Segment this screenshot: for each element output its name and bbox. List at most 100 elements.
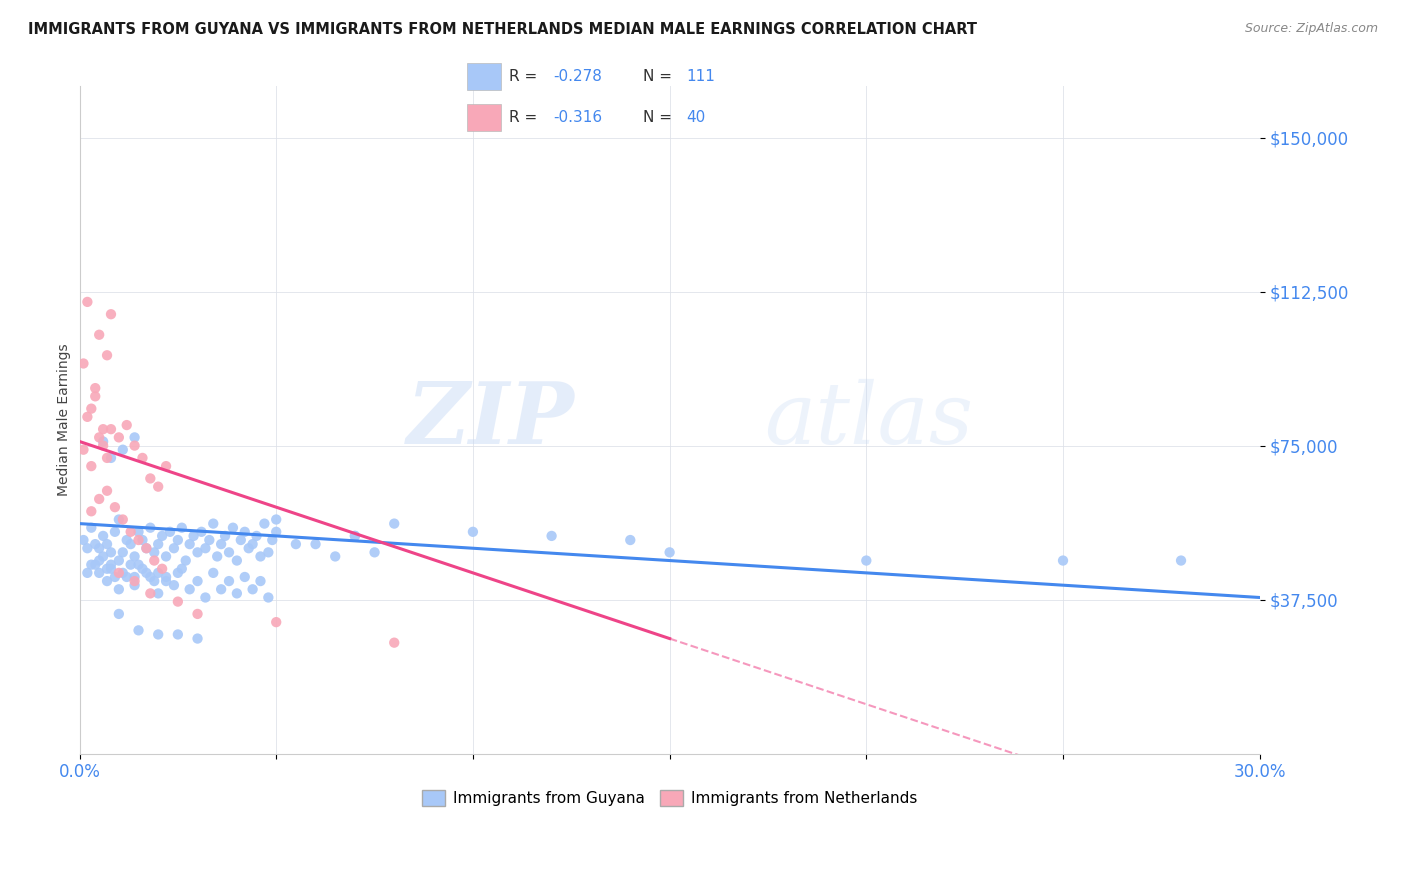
Point bbox=[124, 578, 146, 592]
Point bbox=[76, 566, 98, 580]
Point bbox=[124, 574, 146, 588]
Point bbox=[262, 533, 284, 547]
Point bbox=[167, 627, 190, 641]
Point bbox=[96, 483, 118, 498]
Point bbox=[96, 537, 118, 551]
Point bbox=[167, 533, 190, 547]
Point bbox=[183, 529, 205, 543]
Point bbox=[111, 545, 134, 559]
Point bbox=[76, 294, 98, 309]
Point bbox=[120, 537, 142, 551]
Point bbox=[128, 624, 150, 638]
Point bbox=[155, 574, 177, 588]
Point bbox=[257, 591, 280, 605]
Point bbox=[242, 537, 264, 551]
Point bbox=[89, 541, 111, 556]
Point bbox=[170, 562, 193, 576]
Point bbox=[343, 529, 366, 543]
Point bbox=[209, 537, 232, 551]
Point bbox=[264, 615, 287, 629]
Point bbox=[96, 574, 118, 588]
Point bbox=[91, 549, 114, 564]
Point bbox=[323, 549, 346, 564]
Point bbox=[131, 533, 153, 547]
Point bbox=[76, 541, 98, 556]
Point bbox=[150, 562, 173, 576]
Point bbox=[148, 566, 170, 580]
Point bbox=[148, 627, 170, 641]
Point bbox=[249, 574, 271, 588]
Point bbox=[89, 327, 111, 342]
Point bbox=[855, 553, 877, 567]
Point bbox=[233, 524, 256, 539]
Point bbox=[104, 570, 127, 584]
Point bbox=[174, 553, 197, 567]
Point bbox=[108, 553, 131, 567]
Point bbox=[80, 459, 103, 474]
Point bbox=[225, 586, 247, 600]
Point bbox=[242, 582, 264, 597]
Point bbox=[96, 348, 118, 362]
Point bbox=[120, 558, 142, 572]
Point bbox=[190, 524, 212, 539]
Point bbox=[120, 524, 142, 539]
Point bbox=[304, 537, 326, 551]
Point bbox=[80, 558, 103, 572]
Point bbox=[186, 574, 208, 588]
Point bbox=[80, 401, 103, 416]
Point bbox=[163, 578, 186, 592]
Point bbox=[363, 545, 385, 559]
Point bbox=[108, 512, 131, 526]
Point bbox=[148, 586, 170, 600]
Text: -0.278: -0.278 bbox=[553, 69, 602, 84]
Point bbox=[148, 480, 170, 494]
Point bbox=[128, 558, 150, 572]
Point bbox=[170, 521, 193, 535]
Point bbox=[167, 594, 190, 608]
Point bbox=[214, 529, 236, 543]
Point bbox=[108, 582, 131, 597]
Point bbox=[139, 521, 162, 535]
Text: -0.316: -0.316 bbox=[553, 111, 602, 126]
Point bbox=[143, 545, 166, 559]
Point bbox=[108, 566, 131, 580]
Legend: Immigrants from Guyana, Immigrants from Netherlands: Immigrants from Guyana, Immigrants from … bbox=[416, 784, 924, 813]
Text: R =: R = bbox=[509, 69, 543, 84]
Point bbox=[229, 533, 252, 547]
Point bbox=[222, 521, 245, 535]
Point bbox=[245, 529, 267, 543]
Point bbox=[1170, 553, 1192, 567]
Point bbox=[249, 549, 271, 564]
Point bbox=[135, 566, 157, 580]
Point bbox=[194, 541, 217, 556]
Point bbox=[124, 430, 146, 444]
Point bbox=[91, 529, 114, 543]
Point bbox=[139, 471, 162, 485]
Point bbox=[264, 524, 287, 539]
Point bbox=[1052, 553, 1074, 567]
Point bbox=[205, 549, 228, 564]
Point bbox=[108, 607, 131, 621]
Point bbox=[84, 389, 107, 403]
Point bbox=[150, 529, 173, 543]
Text: N =: N = bbox=[643, 111, 676, 126]
Point bbox=[202, 566, 225, 580]
Point bbox=[76, 409, 98, 424]
Point bbox=[128, 533, 150, 547]
FancyBboxPatch shape bbox=[467, 62, 501, 90]
Point bbox=[80, 521, 103, 535]
Point bbox=[89, 491, 111, 506]
Point bbox=[91, 439, 114, 453]
Point bbox=[238, 541, 260, 556]
Text: 111: 111 bbox=[686, 69, 716, 84]
Point bbox=[148, 537, 170, 551]
Point bbox=[167, 566, 190, 580]
Point bbox=[111, 512, 134, 526]
Point bbox=[218, 574, 240, 588]
Point bbox=[100, 422, 122, 436]
Point bbox=[257, 545, 280, 559]
Point bbox=[100, 307, 122, 321]
Point bbox=[91, 422, 114, 436]
Point bbox=[194, 591, 217, 605]
Point bbox=[186, 632, 208, 646]
